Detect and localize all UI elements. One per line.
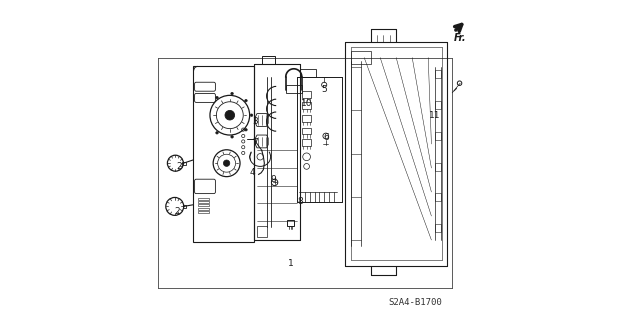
- Text: 3: 3: [252, 117, 259, 126]
- Bar: [198, 211, 209, 213]
- Text: 5: 5: [321, 85, 327, 94]
- Bar: [198, 204, 209, 206]
- Bar: [351, 51, 371, 64]
- Bar: [198, 198, 209, 200]
- Bar: [302, 91, 311, 98]
- Text: 7: 7: [252, 138, 259, 147]
- Text: 6: 6: [323, 133, 329, 142]
- Bar: [257, 226, 267, 237]
- Text: 10: 10: [301, 100, 312, 108]
- Bar: [302, 115, 311, 122]
- Bar: [198, 208, 209, 210]
- Bar: [434, 70, 441, 78]
- Bar: [286, 85, 302, 93]
- Bar: [302, 139, 311, 146]
- Bar: [434, 132, 441, 140]
- Text: 8: 8: [297, 197, 303, 206]
- Bar: [434, 163, 441, 171]
- Circle shape: [225, 110, 235, 120]
- Bar: [262, 56, 275, 64]
- Bar: [434, 101, 441, 109]
- Circle shape: [245, 99, 247, 102]
- Bar: [198, 201, 209, 203]
- Bar: [434, 193, 441, 201]
- Bar: [183, 205, 186, 208]
- Bar: [287, 220, 294, 226]
- Text: 9: 9: [270, 175, 276, 184]
- Circle shape: [250, 114, 253, 116]
- Bar: [302, 102, 311, 109]
- Bar: [182, 162, 186, 165]
- Circle shape: [216, 96, 218, 99]
- Text: Fr.: Fr.: [454, 33, 466, 43]
- Text: 1: 1: [288, 260, 294, 268]
- Circle shape: [231, 136, 233, 138]
- Text: S2A4-B1700: S2A4-B1700: [389, 298, 443, 307]
- Circle shape: [231, 92, 233, 95]
- Circle shape: [245, 129, 247, 131]
- Text: 2: 2: [177, 162, 182, 171]
- Text: 4: 4: [249, 168, 255, 177]
- Bar: [434, 224, 441, 232]
- Bar: [302, 128, 311, 134]
- Text: 11: 11: [429, 111, 440, 120]
- Circle shape: [216, 132, 218, 134]
- Bar: [300, 69, 316, 77]
- Circle shape: [223, 160, 230, 166]
- Text: 2: 2: [174, 207, 180, 216]
